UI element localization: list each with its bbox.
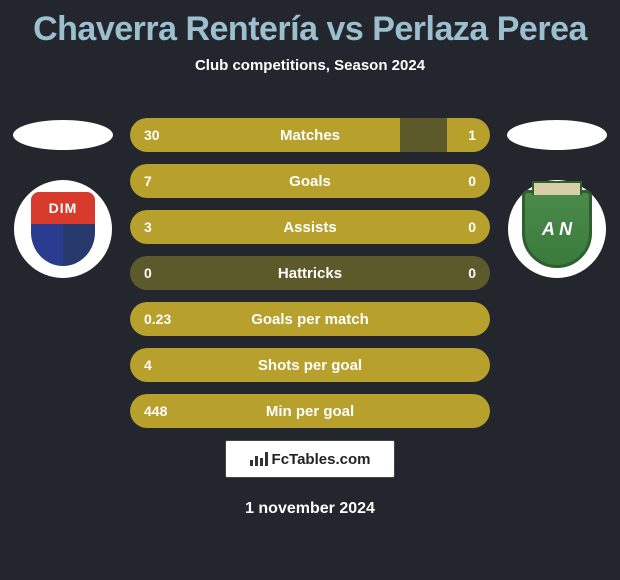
- stat-label: Goals: [130, 173, 490, 190]
- nacional-shield-icon: A N: [522, 190, 592, 268]
- dim-shield-icon: DIM: [31, 192, 95, 266]
- stat-row: 30Assists: [130, 210, 490, 244]
- stat-label: Matches: [130, 127, 490, 144]
- stat-label: Assists: [130, 219, 490, 236]
- player-left-silhouette: [13, 120, 113, 150]
- comparison-title: Chaverra Rentería vs Perlaza Perea: [0, 0, 620, 49]
- footer-date: 1 november 2024: [0, 500, 620, 518]
- stat-row: 301Matches: [130, 118, 490, 152]
- player-right-silhouette: [507, 120, 607, 150]
- stat-label: Shots per goal: [130, 357, 490, 374]
- player-right-slot: A N: [502, 120, 612, 278]
- stat-label: Min per goal: [130, 403, 490, 420]
- stat-label: Hattricks: [130, 265, 490, 282]
- brand-text: FcTables.com: [272, 451, 371, 468]
- stat-row: 70Goals: [130, 164, 490, 198]
- brand-chart-icon: [250, 452, 268, 466]
- stat-row: 448Min per goal: [130, 394, 490, 428]
- stat-row: 00Hattricks: [130, 256, 490, 290]
- dim-shield-label: DIM: [31, 192, 95, 224]
- nacional-shield-label: A N: [542, 219, 572, 240]
- player-left-slot: DIM: [8, 120, 118, 278]
- stat-row: 0.23Goals per match: [130, 302, 490, 336]
- brand-badge: FcTables.com: [225, 440, 395, 478]
- club-badge-left: DIM: [14, 180, 112, 278]
- stat-label: Goals per match: [130, 311, 490, 328]
- comparison-subtitle: Club competitions, Season 2024: [0, 57, 620, 74]
- stat-row: 4Shots per goal: [130, 348, 490, 382]
- stats-bars: 301Matches 70Goals 30Assists 00Hattricks 0.2…: [130, 118, 490, 440]
- club-badge-right: A N: [508, 180, 606, 278]
